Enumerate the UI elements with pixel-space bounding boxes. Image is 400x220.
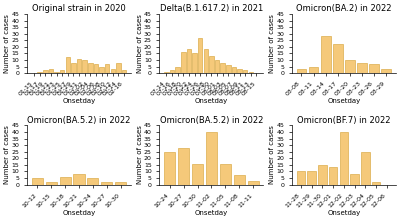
Bar xyxy=(309,66,318,73)
X-axis label: Onsetday: Onsetday xyxy=(327,99,360,104)
Bar xyxy=(206,132,217,185)
Y-axis label: Number of cases: Number of cases xyxy=(136,14,142,73)
Bar xyxy=(110,69,115,73)
Bar xyxy=(220,163,231,185)
X-axis label: Onsetday: Onsetday xyxy=(327,210,360,216)
Bar xyxy=(226,65,230,73)
Bar xyxy=(345,60,355,73)
Bar xyxy=(340,132,348,185)
Bar xyxy=(361,152,370,185)
Title: Omicron(BA.5.2) in 2022: Omicron(BA.5.2) in 2022 xyxy=(27,116,131,125)
Bar xyxy=(164,72,169,73)
Bar xyxy=(43,70,48,73)
Bar xyxy=(101,182,112,185)
Bar xyxy=(329,167,338,185)
Bar xyxy=(307,171,316,185)
Bar xyxy=(220,63,225,73)
Bar xyxy=(32,178,43,185)
Bar xyxy=(369,64,379,73)
X-axis label: Onsetday: Onsetday xyxy=(62,210,96,216)
Y-axis label: Number of cases: Number of cases xyxy=(4,14,10,73)
Bar xyxy=(209,56,214,73)
Bar xyxy=(122,70,126,73)
Bar xyxy=(297,171,305,185)
Bar xyxy=(54,72,59,73)
Title: Omicron(BA.2) in 2022: Omicron(BA.2) in 2022 xyxy=(296,4,392,13)
Bar xyxy=(94,64,98,73)
Bar xyxy=(87,178,98,185)
Bar xyxy=(232,66,236,73)
Bar xyxy=(318,165,327,185)
Title: Omicron(BF.7) in 2022: Omicron(BF.7) in 2022 xyxy=(297,116,391,125)
Bar xyxy=(77,59,81,73)
Bar xyxy=(333,44,343,73)
Bar xyxy=(204,50,208,73)
X-axis label: Onsetday: Onsetday xyxy=(195,99,228,104)
Bar xyxy=(234,175,245,185)
Bar xyxy=(187,50,191,73)
Bar xyxy=(181,52,186,73)
Bar xyxy=(248,72,253,73)
Bar xyxy=(176,66,180,73)
Bar xyxy=(66,57,70,73)
Y-axis label: Number of cases: Number of cases xyxy=(269,126,275,184)
Bar xyxy=(321,36,330,73)
Bar xyxy=(382,69,391,73)
Bar xyxy=(248,181,259,185)
Bar xyxy=(60,177,71,185)
X-axis label: Onsetday: Onsetday xyxy=(62,98,96,104)
Bar xyxy=(38,72,42,73)
Bar xyxy=(243,70,248,73)
Bar xyxy=(60,70,64,73)
Bar xyxy=(170,70,174,73)
Title: Omicron(BA.5.2) in 2022: Omicron(BA.5.2) in 2022 xyxy=(160,116,263,125)
Bar xyxy=(99,66,104,73)
Bar xyxy=(198,38,202,73)
Bar xyxy=(350,174,359,185)
Bar xyxy=(357,63,367,73)
Bar xyxy=(115,182,126,185)
Bar xyxy=(297,69,306,73)
Bar xyxy=(74,174,85,185)
Bar xyxy=(192,53,197,73)
Bar xyxy=(116,63,121,73)
Title: Delta(B.1.617.2) in 2021: Delta(B.1.617.2) in 2021 xyxy=(160,4,263,13)
Bar xyxy=(237,69,242,73)
Bar xyxy=(178,148,189,185)
Y-axis label: Number of cases: Number of cases xyxy=(136,126,142,184)
Bar xyxy=(82,60,87,73)
Bar xyxy=(192,163,203,185)
Y-axis label: Number of cases: Number of cases xyxy=(4,126,10,184)
X-axis label: Onsetday: Onsetday xyxy=(195,210,228,216)
Bar xyxy=(215,60,219,73)
Title: Original strain in 2020: Original strain in 2020 xyxy=(32,4,126,13)
Bar xyxy=(372,182,380,185)
Y-axis label: Number of cases: Number of cases xyxy=(269,14,275,73)
Bar xyxy=(105,64,110,73)
Bar xyxy=(71,63,76,73)
Bar xyxy=(46,182,57,185)
Bar xyxy=(88,63,92,73)
Bar xyxy=(164,152,175,185)
Bar xyxy=(49,69,53,73)
